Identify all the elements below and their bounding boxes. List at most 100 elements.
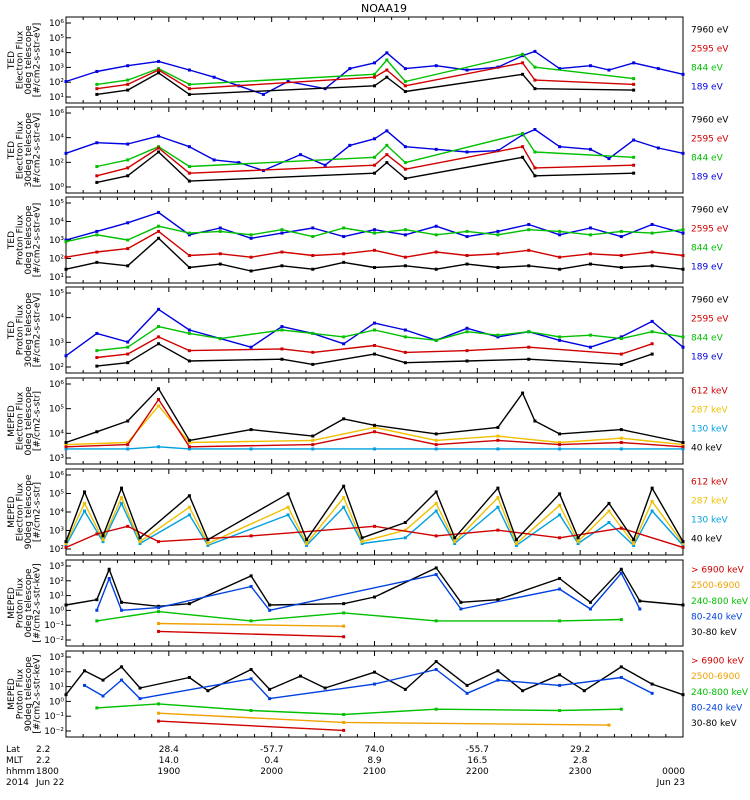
data-point [650, 486, 654, 490]
y-axis-label-line: 0deg telescope [24, 386, 34, 456]
data-point [120, 678, 124, 682]
series-line-5 [158, 720, 344, 732]
data-point [218, 226, 222, 230]
series-line-4 [158, 622, 344, 627]
data-point [157, 210, 161, 214]
data-point [650, 509, 654, 513]
data-point [286, 80, 290, 83]
data-point [533, 150, 537, 154]
data-point [138, 697, 142, 701]
data-point [514, 542, 518, 546]
data-point [403, 687, 407, 691]
y-axis-label-line: MEPED [7, 587, 17, 619]
data-point [650, 223, 654, 227]
data-point [373, 670, 376, 674]
data-point [619, 567, 623, 571]
data-point [385, 75, 389, 79]
data-point [619, 229, 623, 233]
data-point [681, 443, 685, 447]
data-point [126, 447, 130, 451]
legend-entry: 7960 eV [691, 295, 729, 305]
data-point [157, 335, 161, 339]
orbit-info: Lat 2.2 28.4 -57.7 74.0 -55.7 29.2 MLT 2.2 14.0 0.… [6, 745, 685, 788]
legend-entry: > 6900 keV [691, 566, 745, 576]
series-line-4 [65, 388, 684, 444]
y-tick-label: 10³ [49, 527, 64, 537]
y-axis-label-line: [#/cm2-s-str-eV] [33, 23, 43, 98]
series-line-3 [96, 145, 634, 177]
data-point [632, 543, 636, 547]
data-point [496, 233, 500, 237]
data-point [434, 447, 438, 451]
data-point [514, 538, 518, 542]
data-point [588, 226, 592, 230]
data-point [558, 335, 562, 339]
data-point [249, 428, 253, 432]
data-point [403, 328, 407, 332]
data-point [619, 436, 623, 440]
data-point [157, 387, 161, 391]
data-point [403, 264, 407, 268]
y-tick-label: 10² [49, 255, 64, 265]
data-point [249, 255, 253, 259]
data-point [403, 84, 407, 88]
data-point [619, 337, 623, 341]
data-point [126, 142, 130, 146]
y-tick-label: 10³ [49, 562, 64, 572]
data-point [342, 505, 346, 509]
data-point [681, 231, 685, 235]
data-point [126, 264, 130, 268]
y-tick-label: 10³ [49, 454, 64, 464]
series-line-1 [65, 308, 684, 357]
data-point [187, 68, 191, 72]
y-tick-label: 10² [49, 363, 64, 373]
data-point [187, 349, 191, 353]
panel-frame [65, 377, 684, 465]
orbit-value: 28.4 [159, 745, 179, 755]
data-point [558, 338, 562, 342]
data-point [187, 231, 191, 235]
y-axis-label-line: Electron Flux [16, 120, 26, 179]
data-point [120, 501, 124, 505]
data-point [521, 61, 525, 65]
data-point [403, 90, 407, 94]
data-point [496, 425, 500, 429]
data-point [533, 174, 537, 178]
data-point [681, 345, 685, 349]
data-point [187, 145, 191, 149]
orbit-value: 2200 [466, 767, 489, 777]
data-point [385, 68, 389, 72]
data-point [187, 92, 191, 96]
y-axis-label-line: 0deg telescope [24, 205, 34, 275]
data-point [465, 683, 469, 687]
data-point [496, 438, 500, 442]
data-point [249, 236, 253, 240]
y-axis-label-line: 30deg telescope [24, 292, 34, 367]
data-point [187, 513, 191, 517]
legend-entry: 7960 eV [691, 25, 729, 35]
data-point [681, 543, 685, 547]
data-point [434, 534, 438, 538]
data-point [286, 492, 290, 496]
series-line-5 [158, 630, 344, 638]
data-point [588, 147, 592, 151]
data-point [373, 352, 376, 356]
data-point [465, 229, 469, 233]
panel-frame [65, 650, 684, 738]
data-point [157, 606, 161, 610]
data-point [268, 608, 272, 612]
data-point [527, 248, 531, 252]
data-point [64, 267, 68, 271]
data-point [588, 252, 592, 256]
data-point [95, 356, 99, 360]
data-point [385, 129, 389, 133]
data-point [206, 542, 210, 546]
data-point [619, 266, 623, 270]
data-point [126, 64, 130, 68]
data-point [120, 608, 124, 612]
legend-entry: 189 eV [691, 353, 724, 363]
orbit-value: 16.5 [467, 756, 487, 766]
